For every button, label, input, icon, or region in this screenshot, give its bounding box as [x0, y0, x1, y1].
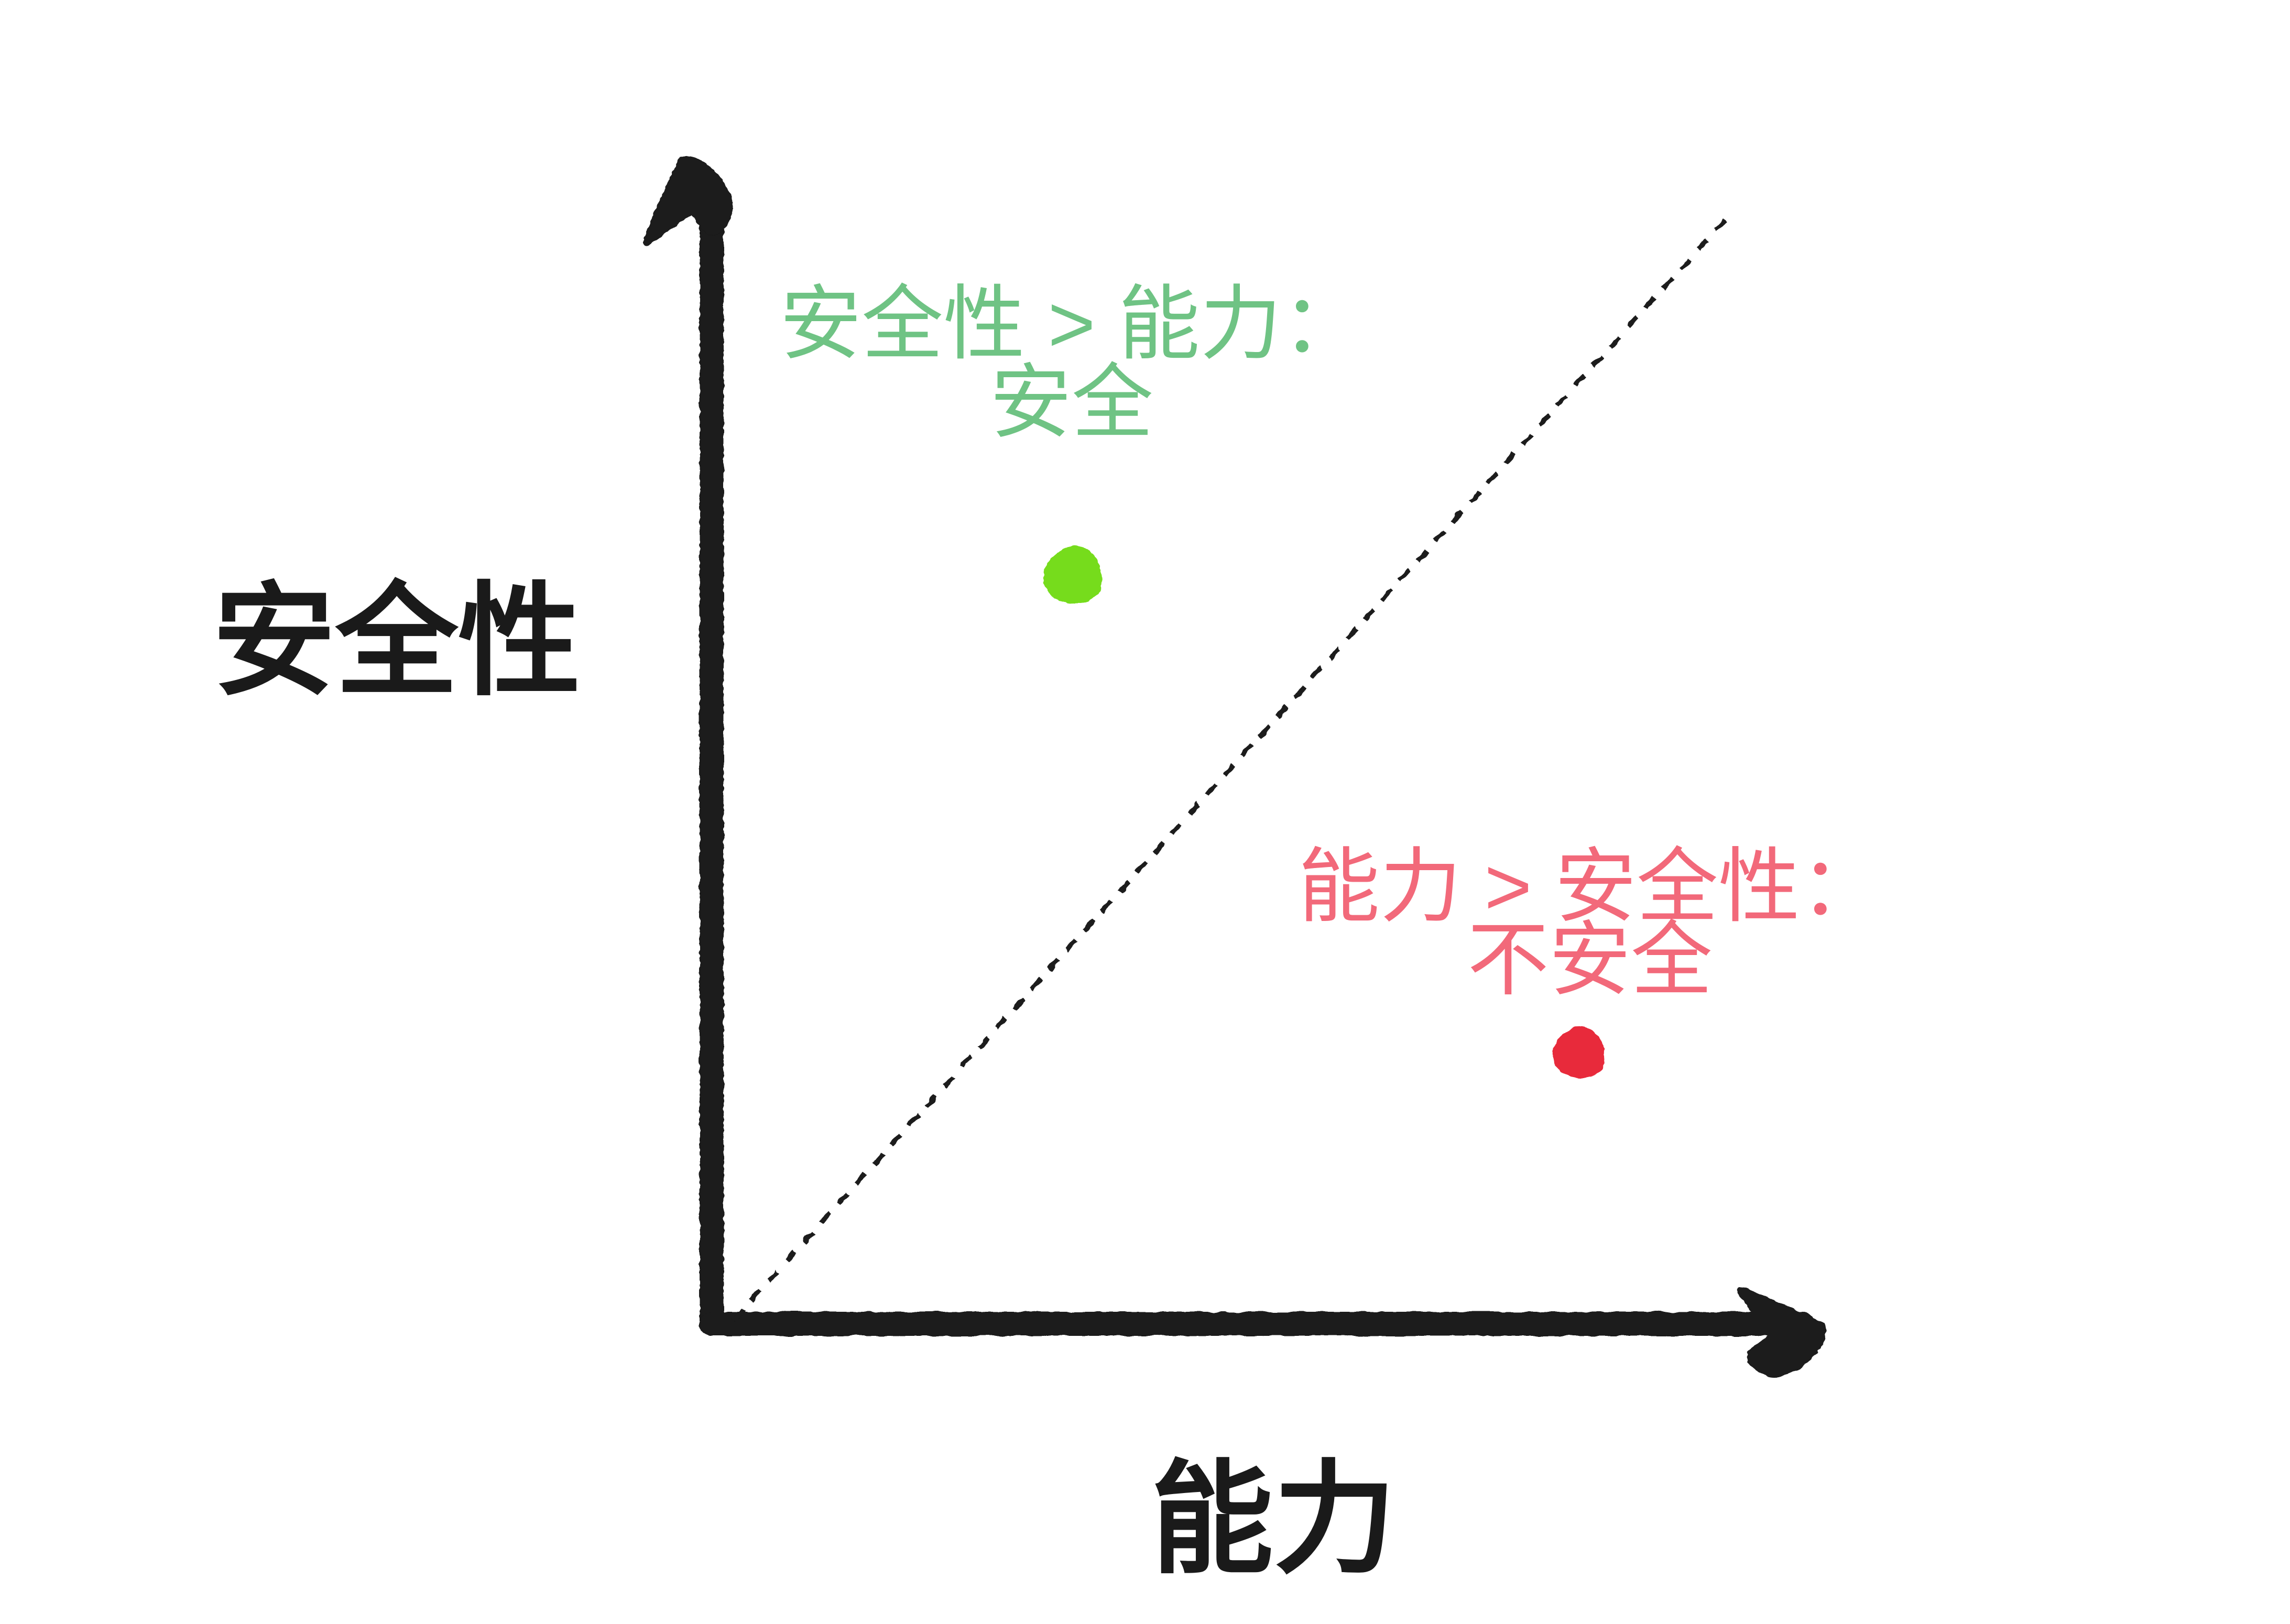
svg-text:安全性 > 能力：: 安全性 > 能力： [780, 279, 1364, 370]
svg-text:安全: 安全 [990, 357, 1153, 448]
svg-text:安全性: 安全性 [213, 573, 581, 710]
svg-text:不安全: 不安全 [1467, 915, 1713, 1006]
svg-text:能力: 能力 [1151, 1451, 1396, 1588]
